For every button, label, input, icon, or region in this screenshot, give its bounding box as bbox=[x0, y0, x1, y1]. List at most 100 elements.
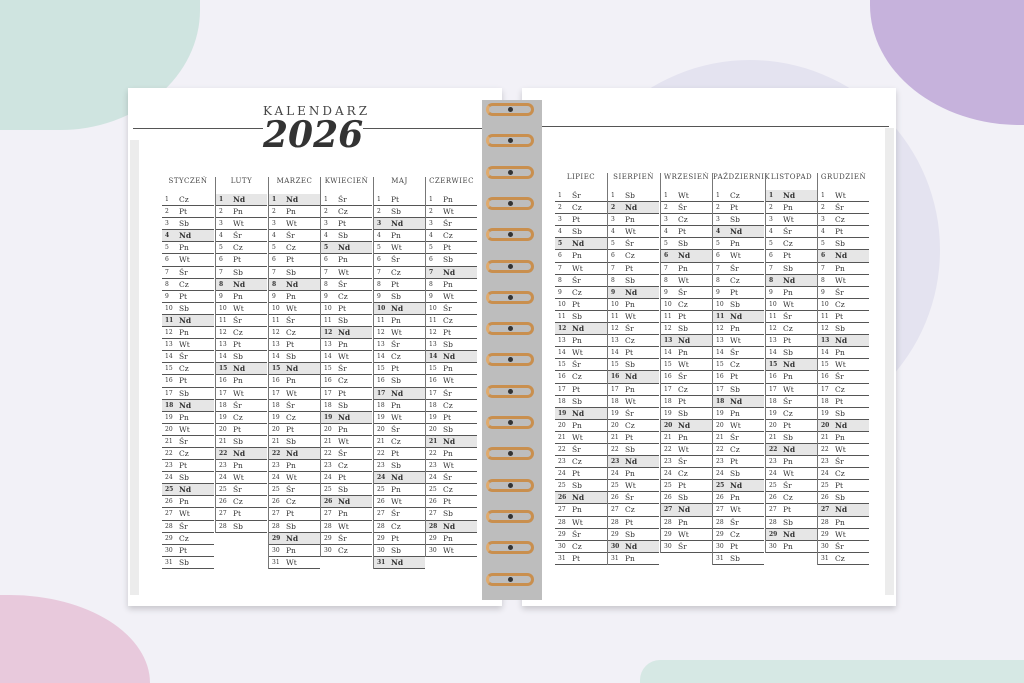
day-number: 30 bbox=[769, 542, 777, 550]
day-number: 20 bbox=[769, 421, 777, 429]
day-number: 24 bbox=[716, 470, 724, 478]
weekday: Wt bbox=[286, 219, 297, 229]
month-2: LUTY 1 Nd 2 Pn 3 Wt 4 Śr 5 Cz 6 Pt 7 Sb 8 Nd 9 Pn 10 Wt 11 Śr 1… bbox=[215, 177, 267, 533]
day-number: 9 bbox=[377, 292, 381, 300]
day-number: 24 bbox=[377, 474, 386, 482]
day-row: 2 Wt bbox=[426, 206, 477, 219]
day-number: 1 bbox=[821, 192, 825, 199]
binding-hole bbox=[508, 263, 513, 269]
weekday: Cz bbox=[443, 400, 453, 410]
weekday: Pt bbox=[572, 469, 581, 479]
weekday: Wt bbox=[443, 461, 454, 471]
day-row: 8 Nd bbox=[766, 274, 817, 287]
day-row: 21 Cz bbox=[374, 436, 425, 448]
weekday: Pt bbox=[625, 432, 634, 442]
weekday: Pn bbox=[572, 505, 582, 515]
day-number: 10 bbox=[769, 300, 777, 308]
weekday: Sb bbox=[835, 493, 845, 503]
day-number: 22 bbox=[821, 445, 829, 453]
weekday: Pt bbox=[338, 219, 347, 229]
day-number: 27 bbox=[716, 506, 724, 514]
day-row: 11 Śr bbox=[269, 315, 320, 328]
weekday: Pt bbox=[678, 396, 687, 406]
day-row: 28 Sb bbox=[269, 521, 320, 533]
day-number: 28 bbox=[611, 518, 619, 526]
weekday: Sb bbox=[730, 469, 740, 479]
weekday: Śr bbox=[730, 263, 739, 273]
weekday: Cz bbox=[338, 376, 348, 386]
weekday: Sb bbox=[391, 545, 401, 555]
day-row: 4 Sb bbox=[555, 226, 607, 239]
day-row: 25 Sb bbox=[555, 480, 607, 493]
month-name: CZERWIEC bbox=[429, 177, 474, 185]
day-number: 12 bbox=[429, 329, 437, 337]
day-number: 10 bbox=[219, 304, 227, 312]
binding-hole bbox=[508, 232, 513, 238]
weekday: Wt bbox=[783, 215, 794, 225]
day-row: 8 Cz bbox=[713, 275, 764, 287]
weekday: Sb bbox=[391, 291, 401, 301]
day-row: 29 Śr bbox=[555, 529, 607, 541]
weekday: Sb bbox=[625, 529, 635, 539]
day-number: 8 bbox=[611, 276, 615, 284]
day-row: 8 Cz bbox=[162, 279, 214, 291]
spiral-ring bbox=[486, 509, 534, 523]
day-number: 19 bbox=[429, 413, 437, 421]
day-row: 17 Pn bbox=[608, 384, 659, 396]
day-row: 28 Pn bbox=[661, 517, 712, 529]
weekday: Wt bbox=[625, 481, 636, 491]
day-number: 11 bbox=[558, 312, 566, 320]
day-row: 8 Pn bbox=[426, 279, 477, 291]
day-row: 3 Sb bbox=[162, 218, 214, 231]
day-number: 16 bbox=[429, 377, 437, 385]
weekday: Pn bbox=[233, 207, 243, 217]
month-name: LUTY bbox=[230, 177, 253, 185]
day-number: 15 bbox=[664, 361, 672, 369]
day-row: 27 Wt bbox=[713, 504, 764, 517]
weekday: Śr bbox=[286, 400, 295, 410]
day-number: 1 bbox=[716, 192, 720, 199]
day-row: 4 Śr bbox=[766, 226, 817, 239]
day-row: 18 Śr bbox=[216, 400, 267, 412]
day-number: 14 bbox=[611, 349, 619, 357]
weekday: Cz bbox=[443, 485, 453, 495]
day-row: 30 Cz bbox=[321, 545, 372, 557]
day-number: 29 bbox=[664, 530, 672, 538]
day-number: 28 bbox=[165, 522, 173, 530]
day-row: 8 Sb bbox=[608, 275, 659, 287]
day-number: 7 bbox=[429, 268, 434, 276]
weekday: Pt bbox=[678, 311, 687, 321]
weekday: Pt bbox=[572, 215, 581, 225]
weekday: Pn bbox=[286, 376, 296, 386]
day-row: 22 Pn bbox=[426, 448, 477, 461]
day-row: 7 Śr bbox=[162, 267, 214, 279]
day-row: 6 Wt bbox=[162, 254, 214, 267]
weekday: Pt bbox=[286, 340, 295, 350]
day-number: 6 bbox=[664, 252, 669, 260]
day-number: 23 bbox=[377, 462, 385, 470]
day-row: 21 Wt bbox=[321, 436, 372, 448]
day-row: 16 Pn bbox=[269, 375, 320, 388]
day-row: 1 Nd bbox=[766, 190, 817, 203]
day-row: 24 Cz bbox=[818, 468, 869, 481]
day-row: 17 Wt bbox=[269, 388, 320, 400]
weekday: Wt bbox=[625, 227, 636, 237]
day-number: 1 bbox=[769, 192, 774, 199]
month-name: KWIECIEŃ bbox=[324, 177, 369, 185]
day-number: 28 bbox=[558, 518, 566, 526]
day-row: 29 Śr bbox=[321, 533, 372, 545]
weekday: Cz bbox=[443, 315, 453, 325]
day-number: 12 bbox=[821, 325, 829, 333]
day-row: 6 Nd bbox=[661, 250, 712, 263]
day-row: 26 Nd bbox=[321, 496, 372, 509]
weekday: Cz bbox=[391, 267, 401, 277]
day-number: 1 bbox=[219, 196, 224, 203]
day-number: 12 bbox=[219, 329, 227, 337]
day-number: 31 bbox=[165, 558, 173, 566]
day-number: 7 bbox=[165, 268, 169, 276]
weekday: Śr bbox=[443, 303, 452, 313]
day-row: 26 Cz bbox=[269, 496, 320, 509]
day-number: 22 bbox=[377, 449, 385, 457]
header-rule-left bbox=[133, 128, 263, 129]
day-number: 4 bbox=[611, 228, 615, 236]
